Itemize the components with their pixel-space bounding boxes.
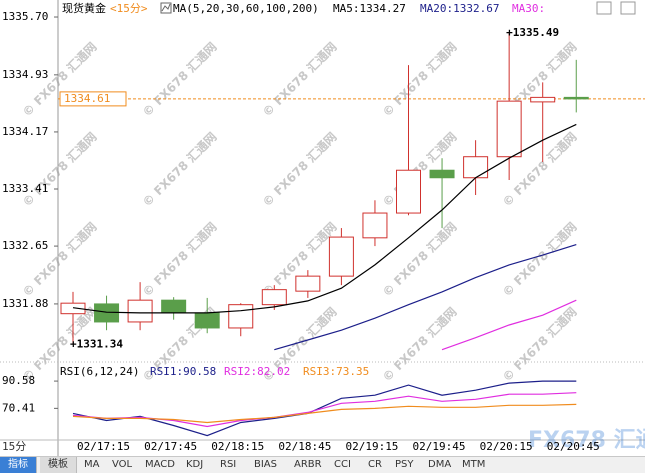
y-tick-label: 1334.93 <box>2 68 48 81</box>
x-tick-label: 02/20:45 <box>547 440 600 453</box>
toolbar-tab[interactable]: 模板 <box>40 457 77 473</box>
toolbar-button[interactable]: CCI <box>334 459 351 470</box>
last-price-label: 1334.61 <box>64 92 110 105</box>
y-tick-label: 1331.88 <box>2 297 48 310</box>
legend-entry: MA20:1332.67 <box>420 2 499 15</box>
toolbar-button[interactable]: ARBR <box>294 459 322 470</box>
x-tick-label: 02/18:15 <box>211 440 264 453</box>
rsi-indicator: RSI(6,12,24) <box>60 365 139 378</box>
background <box>0 0 645 456</box>
x-tick-label: 02/18:45 <box>278 440 331 453</box>
indicator-icon[interactable] <box>160 2 172 14</box>
candle-body <box>396 169 421 214</box>
candle-body <box>429 169 455 179</box>
candle-body <box>161 299 187 314</box>
series-line <box>72 403 577 424</box>
candle-body <box>328 236 354 277</box>
candle-body <box>261 289 287 306</box>
last-price-box <box>59 91 127 107</box>
toolbar-button[interactable]: VOL <box>112 459 133 470</box>
candle-body <box>496 100 522 158</box>
fullscreen-button[interactable] <box>620 1 636 15</box>
candle-body <box>127 299 153 323</box>
y-tick-label: 1332.65 <box>2 239 48 252</box>
period-subtitle: <15分> <box>110 2 148 15</box>
toolbar-button[interactable]: PSY <box>395 459 414 470</box>
toolbar: 指标 模板 MA VOL MACD KDJ RSI BIAS ARBR CCI CR PSY DMA MT… <box>0 456 645 473</box>
toolbar-button[interactable]: DMA <box>428 459 452 470</box>
candle-body <box>563 96 589 100</box>
chart: © FX678 汇通网 © FX678 汇通网 © FX678 汇通网 © FX678… <box>0 0 645 456</box>
x-tick-label: 02/20:15 <box>480 440 533 453</box>
y-tick-label: 1335.70 <box>2 10 48 23</box>
toolbar-button[interactable]: BIAS <box>254 459 277 470</box>
legend-entry: RSI3:73.35 <box>303 365 369 378</box>
candle-body <box>463 156 489 179</box>
toolbar-button[interactable]: RSI <box>220 459 237 470</box>
y-tick-label: 1333.41 <box>2 182 48 195</box>
series-line <box>441 299 577 351</box>
legend-entry: RSI1:90.58 <box>150 365 216 378</box>
legend-entry: MA30: <box>512 2 545 15</box>
legend-entry: RSI2:82.02 <box>224 365 290 378</box>
x-tick-label: 02/17:15 <box>77 440 130 453</box>
indicator-icon-line <box>161 3 171 12</box>
candle-body <box>295 275 321 292</box>
price-annotation: +1331.34 <box>70 337 123 350</box>
toolbar-button[interactable]: CR <box>368 459 382 470</box>
toolbar-button[interactable]: MACD <box>145 459 175 470</box>
candle-body <box>60 302 86 315</box>
toolbar-button[interactable]: KDJ <box>186 459 204 470</box>
x-tick-label: 02/19:15 <box>345 440 398 453</box>
candle-body <box>194 312 220 329</box>
series-line <box>274 244 577 351</box>
settings-button[interactable] <box>596 1 612 15</box>
y-tick-label: 70.41 <box>2 401 35 414</box>
toolbar-tab[interactable]: 指标 <box>0 457 37 473</box>
series-line <box>72 123 577 314</box>
toolbar-button[interactable]: MTM <box>462 459 486 470</box>
candle-body <box>228 304 254 329</box>
y-tick-label: 90.58 <box>2 374 35 387</box>
price-annotation: +1335.49 <box>506 26 559 39</box>
instrument-title: 现货黄金 <box>62 1 106 15</box>
toolbar-button[interactable]: MA <box>84 459 100 470</box>
series-line <box>72 380 577 437</box>
x-tick-label: 02/17:45 <box>144 440 197 453</box>
period-label: 15分 <box>2 440 26 453</box>
brand-watermark: FX678 汇通网 <box>528 428 645 453</box>
y-tick-label: 1334.17 <box>2 125 48 138</box>
legend-entry: MA5:1334.27 <box>333 2 406 15</box>
ma-indicator: MA(5,20,30,60,100,200) <box>173 2 319 15</box>
x-tick-label: 02/19:45 <box>413 440 466 453</box>
candle-body <box>362 212 388 239</box>
candle-body <box>530 96 556 103</box>
